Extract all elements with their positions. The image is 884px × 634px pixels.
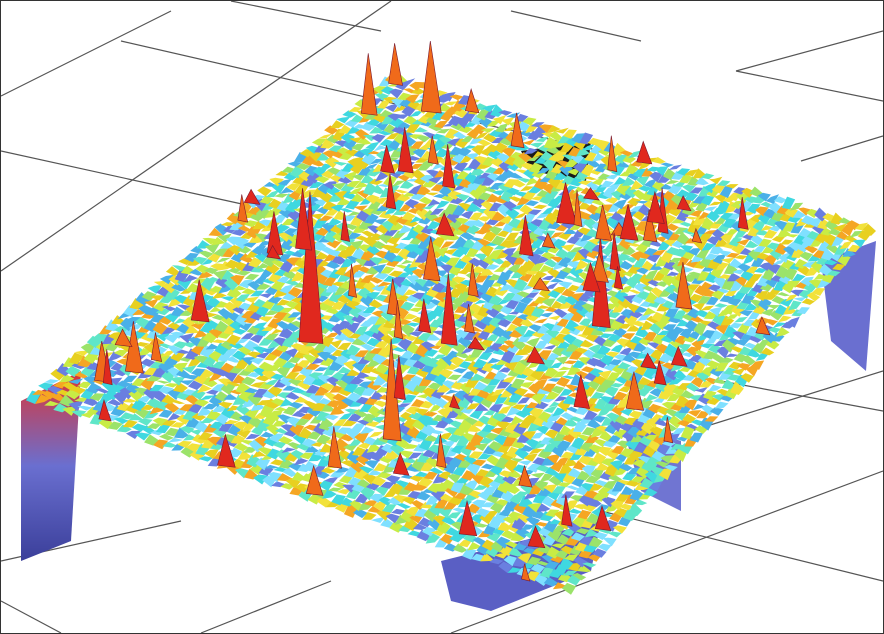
grid-line [511, 11, 641, 41]
grid-line [601, 511, 883, 581]
mesh-tile [518, 460, 532, 465]
mesh-tile [453, 368, 467, 373]
peak [389, 43, 403, 85]
mesh-tile [245, 274, 260, 280]
grid-line [736, 31, 883, 71]
peak [361, 53, 377, 115]
grid-line [1, 601, 61, 633]
grid-line [1, 151, 251, 206]
grid-line [201, 581, 331, 633]
grid-line [801, 136, 883, 161]
grid-line [1, 11, 171, 96]
mesh-tile [714, 303, 728, 307]
peak [421, 41, 441, 113]
grid-line [736, 71, 883, 101]
mesh-tile [660, 163, 674, 167]
grid-line [231, 1, 381, 31]
mesh-tile [533, 205, 547, 209]
surface-scene [1, 1, 883, 633]
mesh-tile [562, 583, 576, 595]
mesh-tile [535, 401, 549, 409]
mesh-tile [777, 292, 790, 296]
viewport [0, 0, 884, 634]
mesh-tile [608, 532, 622, 538]
mesh-tile [44, 379, 59, 383]
mesh-tile [495, 123, 509, 132]
mesh-tile [369, 432, 383, 438]
mesh-tile [397, 503, 411, 509]
